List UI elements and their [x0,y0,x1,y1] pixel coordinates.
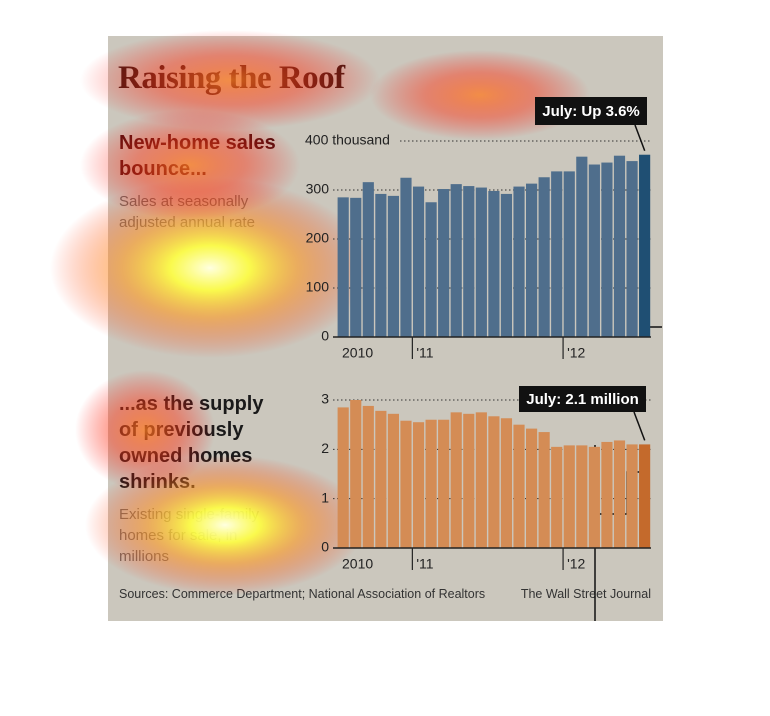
bar [588,164,600,337]
y-tick-label: 1 [321,489,329,505]
bar [538,177,550,337]
bar [337,407,349,548]
bar [626,161,638,337]
bar [450,184,462,337]
annotation: July: 2.1 million [526,391,639,408]
bar [576,445,588,548]
bar [387,413,399,548]
annotation-pointer [634,124,646,151]
bar [563,171,575,337]
x-tick-label: '11 [416,556,433,572]
bar [337,197,349,337]
bar [438,419,450,548]
bar [513,186,525,337]
bar [563,445,575,548]
bar [526,183,538,337]
bar [488,416,500,548]
bar [526,428,538,548]
bar [362,182,374,337]
heat-spot [370,50,590,140]
y-tick-label: 2 [321,440,329,456]
bar [551,446,563,548]
annotation: July: Up 3.6% [542,103,640,120]
annotation-box [535,97,647,125]
bar [400,177,412,337]
credit: The Wall Street Journal [520,587,651,601]
bar [538,432,550,548]
annotation-box [519,386,646,412]
bar [613,155,626,337]
bar [463,186,475,337]
bar [500,193,513,337]
y-tick-label: 300 [306,181,330,197]
bar [551,171,563,337]
bar [626,444,638,548]
bar [362,405,374,548]
bar [463,413,475,548]
bar [588,446,600,548]
bar [601,162,613,337]
bar [475,412,487,548]
bar [450,412,462,548]
x-tick-label: '12 [567,556,585,572]
y-tick-label: 200 [306,230,330,246]
bar [400,420,412,548]
bar [375,410,387,548]
bar [500,418,513,548]
y-tick-label: 400 thousand [305,132,390,148]
x-tick-label: '12 [567,345,585,361]
bar [613,440,626,548]
x-tick-label: 2010 [342,556,373,572]
bar [425,202,437,337]
bar [425,419,437,548]
heat-spot [80,30,380,130]
bar [576,156,588,337]
bar [639,154,651,337]
bar [601,441,613,548]
heat-spot [85,455,365,595]
bar [387,195,399,337]
bar [513,424,525,548]
x-tick-label: '11 [416,345,433,361]
bar [438,189,450,337]
bar [375,193,387,337]
heat-spot [80,110,300,220]
x-tick-label: 2010 [342,345,373,361]
annotation-pointer [633,411,646,441]
y-tick-label: 0 [321,539,329,555]
y-tick-label: 0 [321,328,329,344]
bar [475,187,487,337]
bar [639,444,651,548]
bar [412,422,425,548]
y-tick-label: 100 [306,279,330,295]
bar [412,186,425,337]
bar [488,190,500,337]
bar [350,197,362,337]
y-tick-label: 3 [321,391,329,407]
heat-spot [75,370,215,490]
bar [350,400,362,548]
